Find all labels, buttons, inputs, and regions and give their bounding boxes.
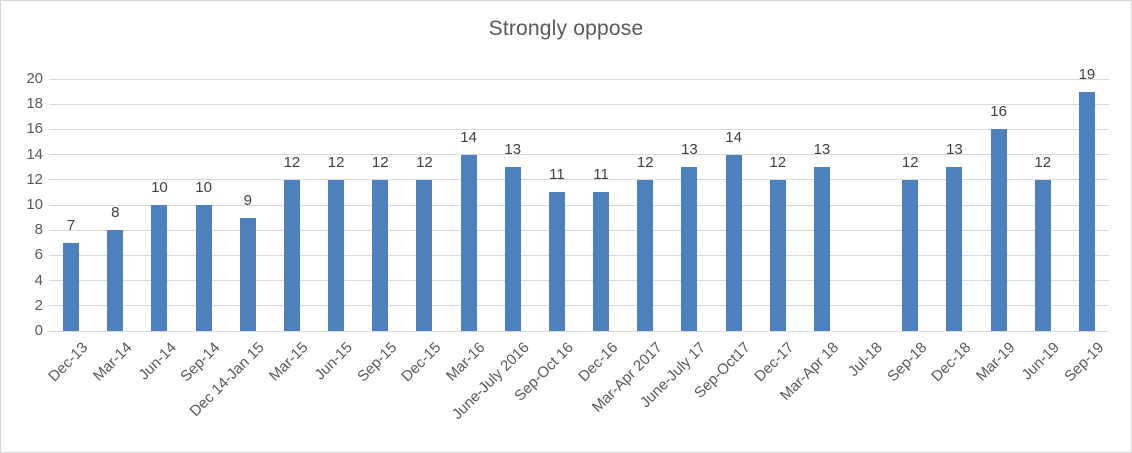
gridline: [49, 179, 1109, 181]
data-label: 12: [283, 153, 301, 171]
bar: [239, 217, 256, 331]
gridline: [49, 128, 1109, 130]
bar: [681, 167, 698, 331]
bar: [372, 179, 389, 331]
y-axis-tick-label: 10: [26, 196, 43, 213]
data-label: 14: [725, 128, 742, 146]
data-label: 16: [990, 103, 1007, 121]
gridline: [49, 78, 1109, 80]
data-label: 9: [243, 191, 252, 209]
gridline: [49, 204, 1109, 206]
data-label: 10: [195, 179, 212, 196]
bar: [637, 179, 654, 331]
bar: [460, 154, 477, 331]
gridline: [49, 103, 1109, 105]
bar: [902, 179, 919, 331]
data-label: 14: [460, 128, 477, 146]
bar: [151, 205, 168, 331]
data-label: 12: [1034, 153, 1052, 171]
gridline: [49, 254, 1109, 256]
y-axis-tick-label: 8: [34, 221, 43, 239]
x-axis-tick-label-text: June-July 2016: [448, 339, 533, 423]
data-label: 12: [416, 153, 433, 171]
x-axis-tick-label-text: Dec-18: [928, 339, 975, 386]
x-axis-tick-label-text: Jul-18: [845, 339, 887, 380]
gridline: [49, 229, 1109, 231]
y-axis-tick-label: 18: [26, 95, 43, 113]
bar: [328, 179, 345, 331]
gridline: [49, 154, 1109, 156]
x-axis-tick-label-text: Jun-15: [311, 339, 357, 384]
bar: [990, 129, 1007, 331]
x-axis-tick-label-text: Jun-19: [1018, 339, 1063, 384]
x-axis-tick-label-text: Mar-14: [89, 339, 136, 385]
x-axis-tick-label-text: Mar-15: [266, 339, 312, 385]
bar: [725, 154, 742, 331]
bar: [593, 192, 610, 331]
bar: [813, 167, 830, 331]
data-label: 13: [946, 141, 963, 159]
bar: [946, 167, 963, 331]
y-axis-tick-label: 6: [34, 246, 43, 264]
y-axis-tick-label: 4: [34, 271, 43, 289]
plot-area: 0 2 4 6 8 10 12 14 16 18 20 7 Dec-13 8 Mar-14 10 Jun-14 1…: [26, 66, 1109, 423]
data-label: 11: [549, 166, 565, 184]
data-label: 12: [769, 153, 787, 171]
data-label: 13: [681, 141, 698, 159]
data-label: 12: [327, 153, 345, 171]
x-axis-tick-label-text: Jun-14: [134, 339, 180, 384]
y-axis-tick-label: 12: [26, 170, 43, 188]
chart-title: Strongly oppose: [488, 17, 644, 40]
bar: [1034, 179, 1051, 331]
data-label: 13: [504, 141, 522, 159]
data-label: 19: [1078, 65, 1096, 83]
gridline: [49, 280, 1109, 282]
x-axis-tick-label-text: Dec-13: [44, 339, 92, 386]
data-label: 13: [813, 141, 831, 159]
data-label: 12: [371, 153, 389, 171]
data-label: 8: [111, 204, 120, 222]
y-axis-tick-label: 0: [34, 322, 43, 339]
bar: [769, 179, 786, 331]
bar: [416, 179, 433, 331]
y-axis-tick-label: 16: [26, 120, 43, 138]
x-axis-tick-label-text: Sep-18: [884, 339, 931, 386]
x-axis-tick-label-text: Dec-15: [398, 339, 445, 386]
gridline: [49, 305, 1109, 307]
bar: [504, 167, 521, 331]
y-axis-tick-label: 20: [26, 70, 43, 87]
y-axis-tick-label: 14: [26, 145, 43, 163]
bar: [548, 192, 565, 331]
data-label: 12: [636, 153, 654, 171]
data-label: 10: [151, 179, 168, 196]
x-axis-tick-label-text: Mar-19: [972, 339, 1019, 385]
x-axis-tick-label-text: Sep-19: [1060, 339, 1107, 386]
y-axis-tick-label: 2: [34, 296, 43, 314]
data-label: 11: [593, 166, 609, 184]
bar: [195, 205, 212, 331]
gridline: [49, 330, 1109, 332]
bar: [1078, 91, 1095, 331]
x-axis-tick-label-text: Sep-15: [354, 339, 401, 386]
data-label: 12: [901, 153, 919, 171]
bar: [63, 242, 80, 331]
bar: [283, 179, 300, 331]
bar: [107, 230, 124, 331]
data-label: 7: [66, 216, 76, 234]
